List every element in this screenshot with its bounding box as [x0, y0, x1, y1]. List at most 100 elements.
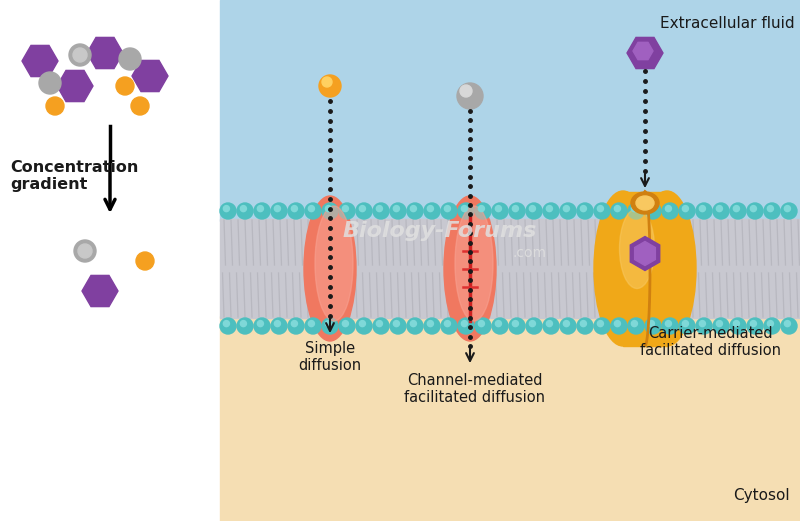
Bar: [220, 316, 800, 521]
Circle shape: [679, 318, 695, 334]
Polygon shape: [132, 60, 168, 92]
Circle shape: [407, 318, 423, 334]
Text: Channel-mediated
facilitated diffusion: Channel-mediated facilitated diffusion: [405, 373, 546, 405]
Circle shape: [274, 206, 281, 212]
Text: Carrier-mediated
facilitated diffusion: Carrier-mediated facilitated diffusion: [639, 326, 781, 358]
Circle shape: [713, 203, 729, 219]
Circle shape: [526, 203, 542, 219]
Bar: [0, 0, 220, 521]
Circle shape: [258, 320, 263, 327]
Circle shape: [682, 320, 689, 327]
Circle shape: [376, 206, 382, 212]
Circle shape: [781, 318, 797, 334]
Circle shape: [713, 318, 729, 334]
Circle shape: [291, 206, 298, 212]
Circle shape: [628, 318, 644, 334]
Circle shape: [475, 203, 491, 219]
Polygon shape: [87, 38, 123, 69]
Circle shape: [546, 206, 553, 212]
Text: Concentration
gradient: Concentration gradient: [10, 160, 138, 192]
Circle shape: [69, 44, 91, 66]
Circle shape: [444, 206, 450, 212]
Circle shape: [410, 320, 417, 327]
Circle shape: [495, 206, 502, 212]
Circle shape: [577, 318, 593, 334]
Circle shape: [237, 318, 253, 334]
Circle shape: [509, 203, 525, 219]
Circle shape: [424, 203, 440, 219]
Circle shape: [730, 318, 746, 334]
Circle shape: [666, 320, 671, 327]
Circle shape: [342, 206, 349, 212]
Circle shape: [475, 318, 491, 334]
Ellipse shape: [304, 196, 356, 341]
Circle shape: [326, 206, 331, 212]
Circle shape: [460, 85, 472, 97]
Circle shape: [359, 206, 366, 212]
Circle shape: [441, 318, 457, 334]
Circle shape: [645, 318, 661, 334]
Circle shape: [424, 318, 440, 334]
Circle shape: [648, 320, 654, 327]
Circle shape: [734, 320, 739, 327]
Circle shape: [747, 318, 763, 334]
Circle shape: [716, 206, 722, 212]
Circle shape: [274, 320, 281, 327]
Polygon shape: [633, 42, 653, 60]
Circle shape: [356, 203, 372, 219]
Circle shape: [560, 318, 576, 334]
Circle shape: [526, 318, 542, 334]
Circle shape: [308, 206, 314, 212]
Circle shape: [427, 320, 434, 327]
Circle shape: [699, 206, 706, 212]
Circle shape: [458, 203, 474, 219]
Circle shape: [478, 206, 485, 212]
Circle shape: [747, 203, 763, 219]
Circle shape: [441, 203, 457, 219]
Circle shape: [730, 203, 746, 219]
Circle shape: [543, 318, 559, 334]
Circle shape: [530, 206, 535, 212]
Circle shape: [614, 320, 621, 327]
Circle shape: [78, 244, 92, 258]
Bar: [623, 192, 667, 345]
Polygon shape: [627, 38, 663, 69]
Circle shape: [764, 318, 780, 334]
Circle shape: [530, 320, 535, 327]
Circle shape: [237, 203, 253, 219]
Circle shape: [631, 206, 638, 212]
Polygon shape: [630, 237, 660, 270]
Ellipse shape: [315, 206, 353, 321]
Circle shape: [679, 203, 695, 219]
Circle shape: [784, 206, 790, 212]
Circle shape: [580, 206, 586, 212]
Circle shape: [271, 318, 287, 334]
Circle shape: [410, 206, 417, 212]
Circle shape: [458, 318, 474, 334]
Circle shape: [696, 318, 712, 334]
Circle shape: [342, 320, 349, 327]
Circle shape: [131, 97, 149, 115]
Circle shape: [509, 318, 525, 334]
Circle shape: [305, 318, 321, 334]
Circle shape: [223, 206, 230, 212]
Circle shape: [648, 206, 654, 212]
Bar: [220, 219, 800, 318]
Circle shape: [74, 240, 96, 262]
Circle shape: [376, 320, 382, 327]
Circle shape: [512, 206, 518, 212]
Circle shape: [373, 203, 389, 219]
Circle shape: [462, 206, 467, 212]
Circle shape: [594, 203, 610, 219]
Circle shape: [308, 320, 314, 327]
Circle shape: [258, 206, 263, 212]
Circle shape: [457, 83, 483, 109]
Circle shape: [598, 206, 603, 212]
Circle shape: [288, 318, 304, 334]
Circle shape: [116, 77, 134, 95]
Circle shape: [373, 318, 389, 334]
Circle shape: [611, 203, 627, 219]
Circle shape: [478, 320, 485, 327]
Bar: [220, 0, 800, 221]
Circle shape: [767, 206, 774, 212]
